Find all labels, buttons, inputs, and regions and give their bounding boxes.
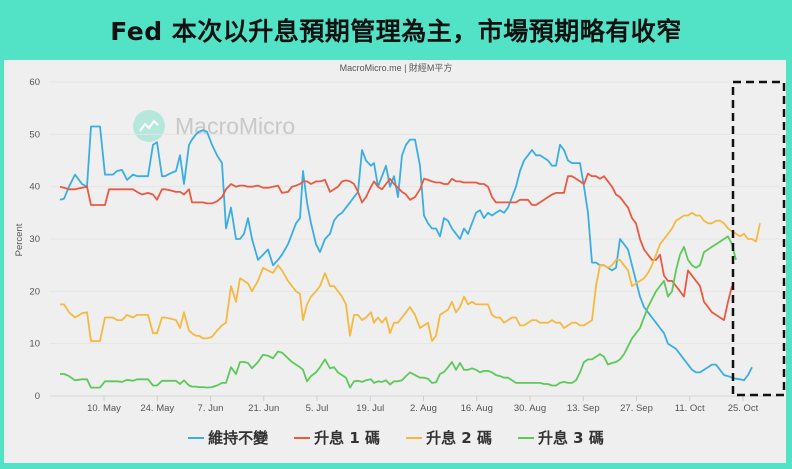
svg-text:16. Aug: 16. Aug [461,403,493,414]
svg-text:21. Jun: 21. Jun [248,403,279,414]
series-line [59,172,733,322]
legend-swatch-icon [188,436,205,439]
x-axis-ticks: 10. May 24. May 7. Jun 21. Jun 5. Jul 19. Jul… [87,396,759,414]
legend-swatch-icon [517,436,534,439]
legend-item-hold[interactable]: 維持不變 [188,427,268,448]
macromicro-logo-icon [133,110,165,142]
svg-text:11. Oct: 11. Oct [675,403,705,414]
svg-text:10. May: 10. May [87,403,121,414]
svg-text:13. Sep: 13. Sep [567,403,600,414]
legend: 維持不變 升息 1 碼 升息 2 碼 升息 3 碼 [0,427,792,448]
series-line [60,235,737,389]
y-axis-ticks: 0 10 20 30 40 50 60 [29,77,40,402]
svg-text:2. Aug: 2. Aug [410,403,437,414]
series-lines [59,125,761,389]
svg-text:27. Sep: 27. Sep [620,403,653,414]
svg-text:5. Jul: 5. Jul [306,403,329,414]
gridlines [50,81,780,397]
svg-text:19. Jul: 19. Jul [356,403,384,414]
svg-text:60: 60 [29,77,40,88]
source-credit: MacroMicro.me | 財經M平方 [339,63,453,73]
legend-swatch-icon [294,436,311,439]
svg-text:10: 10 [29,339,40,350]
series-line [59,125,753,382]
svg-text:30: 30 [29,234,40,245]
legend-item-hike-25[interactable]: 升息 1 碼 [294,427,380,448]
svg-text:24. May: 24. May [140,403,174,414]
svg-text:50: 50 [29,129,40,140]
y-axis-label: Percent [14,223,25,256]
svg-text:20: 20 [29,286,40,297]
series-line [60,211,761,343]
svg-text:30. Aug: 30. Aug [514,403,546,414]
svg-text:0: 0 [35,391,40,402]
svg-text:7. Jun: 7. Jun [198,403,224,414]
svg-text:40: 40 [29,182,40,193]
legend-item-hike-75[interactable]: 升息 3 碼 [517,427,604,448]
chart-title: Fed 本次以升息預期管理為主，市場預期略有收窄 [110,17,682,46]
legend-swatch-icon [406,436,423,439]
svg-text:25. Oct: 25. Oct [728,403,759,414]
legend-item-hike-50[interactable]: 升息 2 碼 [406,427,492,448]
